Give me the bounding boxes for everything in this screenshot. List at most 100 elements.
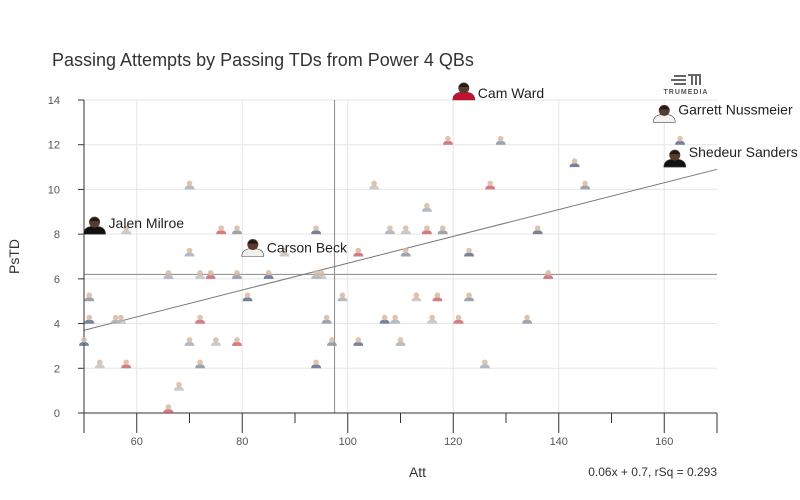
player-head [213, 337, 219, 343]
player-shoulders [390, 319, 401, 324]
x-tick-label: 80 [236, 436, 248, 448]
player-head [402, 225, 409, 231]
player-shoulders [432, 297, 443, 302]
player-shoulders [242, 297, 253, 302]
player-shoulders [173, 386, 184, 391]
player-shoulders [195, 364, 206, 369]
player-head [571, 158, 578, 164]
data-point [353, 337, 364, 346]
data-point [311, 225, 322, 235]
player-label: Cam Ward [478, 85, 544, 101]
data-point [184, 247, 195, 257]
data-point [279, 247, 290, 257]
player-shoulders [384, 230, 395, 235]
y-tick-label: 12 [48, 140, 60, 152]
data-point [216, 225, 227, 235]
player-head [281, 247, 288, 254]
player-shoulders [369, 185, 380, 190]
player-hair [669, 150, 681, 155]
axes: 0 2 4 6 8 10 12 14 60 80 100 120 140 160 [48, 95, 718, 448]
player-shoulders [216, 230, 227, 235]
highlighted-point [452, 82, 476, 101]
player-head [497, 135, 504, 142]
player-shoulders [311, 364, 322, 369]
player-head [434, 292, 441, 299]
player-shoulders [184, 252, 195, 257]
player-head [123, 225, 129, 231]
y-tick-label: 4 [54, 319, 60, 331]
player-head [197, 314, 203, 321]
player-shoulders [395, 341, 406, 346]
player-shoulders [79, 341, 89, 346]
x-tick-label: 120 [444, 436, 462, 448]
data-point [84, 292, 95, 302]
player-head [244, 292, 251, 299]
data-point [184, 337, 195, 346]
player-hair [458, 83, 470, 87]
player-head [313, 270, 319, 276]
player-head [313, 225, 319, 231]
player-shoulders [479, 364, 490, 369]
player-head [234, 225, 240, 231]
player-head [424, 225, 430, 231]
player-head [677, 135, 683, 142]
highlighted-point [241, 239, 265, 257]
y-tick-label: 14 [48, 95, 60, 107]
data-point [532, 225, 543, 235]
x-tick-label: 100 [339, 436, 357, 448]
player-label: Shedeur Sanders [689, 144, 798, 160]
data-point [427, 314, 438, 324]
player-label: Garrett Nussmeier [678, 101, 793, 117]
data-point [421, 202, 432, 212]
highlighted-point [83, 216, 106, 235]
player-shoulders [311, 230, 322, 235]
data-point [195, 270, 206, 279]
player-shoulders [464, 252, 475, 257]
trendline-path [83, 168, 718, 331]
player-head [402, 247, 409, 254]
player-shoulders [442, 140, 453, 145]
player-head [81, 337, 87, 343]
reference-lines [84, 100, 717, 413]
trumedia-logo: TRUMEDIA [664, 74, 707, 96]
logo-bar [674, 83, 686, 85]
data-point [121, 359, 132, 369]
player-head [197, 270, 203, 276]
data-point [205, 270, 216, 279]
data-point [442, 135, 453, 145]
data-point [390, 314, 401, 324]
player-shoulders [263, 274, 274, 279]
trendline [83, 168, 718, 331]
player-head [186, 337, 193, 343]
player-head [355, 337, 362, 343]
data-point [337, 292, 348, 302]
data-point [311, 359, 322, 369]
player-shoulders [569, 163, 580, 168]
player-shoulders [184, 185, 195, 190]
player-shoulders [485, 185, 496, 190]
data-point [522, 314, 533, 324]
player-head [545, 270, 551, 276]
player-head [313, 359, 319, 366]
player-head [582, 180, 588, 187]
player-head [176, 381, 182, 388]
x-tick-label: 60 [131, 436, 143, 448]
data-point [231, 225, 242, 235]
data-point [580, 180, 591, 190]
player-shoulders [580, 185, 591, 190]
player-shoulders [326, 341, 337, 346]
player-head [86, 314, 93, 321]
player-head [97, 359, 103, 366]
player-head [318, 270, 325, 276]
data-point [379, 314, 390, 324]
player-shoulders [231, 274, 242, 279]
data-point [316, 270, 327, 279]
player-shoulders [279, 252, 290, 257]
trendline-equation: 0.06x + 0.7, rSq = 0.293 [588, 465, 717, 479]
y-axis-title: PsTD [6, 239, 22, 274]
player-label: Carson Beck [267, 240, 348, 256]
player-head [218, 225, 224, 231]
player-shoulders [532, 230, 543, 235]
data-point [464, 292, 475, 302]
player-shoulders [437, 230, 448, 235]
